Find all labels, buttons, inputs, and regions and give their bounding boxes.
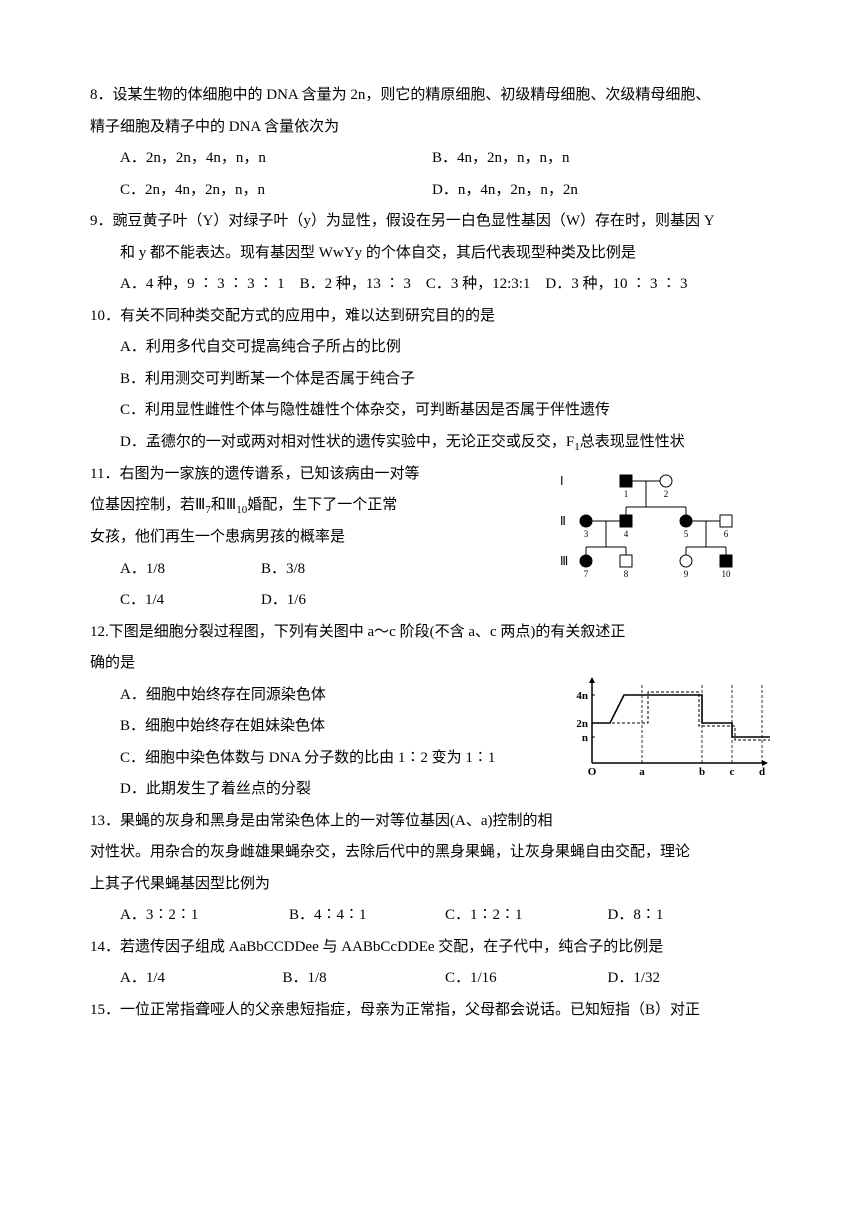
q13-opt-d: D．8∶1 <box>608 900 771 932</box>
svg-text:7: 7 <box>584 569 589 579</box>
q10-opt-d-b: 总表现显性性状 <box>580 434 685 450</box>
q11-opt-a: A．1/8 <box>120 554 261 586</box>
question-14: 14．若遗传因子组成 AaBbCCDDee 与 AABbCcDDEe 交配，在子… <box>90 932 770 995</box>
q14-stem: 14．若遗传因子组成 AaBbCCDDee 与 AABbCcDDEe 交配，在子… <box>90 932 770 964</box>
q8-stem-1: 8．设某生物的体细胞中的 DNA 含量为 2n，则它的精原细胞、初级精母细胞、次… <box>90 80 770 112</box>
svg-text:2: 2 <box>664 489 669 499</box>
q13-opt-b: B．4∶4∶1 <box>289 900 445 932</box>
pedigree-diagram: Ⅰ Ⅱ Ⅲ 1 2 3 4 5 6 7 8 9 10 <box>560 463 760 583</box>
q13-stem-1: 13．果蝇的灰身和黑身是由常染色体上的一对等位基因(A、a)控制的相 <box>90 806 770 838</box>
q13-stem-3: 上其子代果蝇基因型比例为 <box>90 869 770 901</box>
svg-text:O: O <box>588 766 597 775</box>
svg-text:d: d <box>759 766 765 775</box>
q11-stem-1: 11．右图为一家族的遗传谱系，已知该病由一对等 <box>90 459 512 491</box>
q11-opt-c: C．1/4 <box>120 585 261 617</box>
q13-opt-c: C．1∶2∶1 <box>445 900 608 932</box>
q11-stem-2c: 婚配，生下了一个正常 <box>247 497 397 513</box>
svg-text:2n: 2n <box>576 718 588 730</box>
q8-stem-2: 精子细胞及精子中的 DNA 含量依次为 <box>90 112 770 144</box>
q8-opt-c: C．2n，4n，2n，n，n <box>120 175 432 207</box>
q12-opt-d: D．此期发生了着丝点的分裂 <box>90 774 770 806</box>
q10-opt-a: A．利用多代自交可提高纯合子所占的比例 <box>90 332 770 364</box>
svg-text:4: 4 <box>624 529 629 539</box>
q11-opts-row1: A．1/8 B．3/8 <box>90 554 512 586</box>
question-8: 8．设某生物的体细胞中的 DNA 含量为 2n，则它的精原细胞、初级精母细胞、次… <box>90 80 770 206</box>
q8-opts-row2: C．2n，4n，2n，n，n D．n，4n，2n，n，2n <box>90 175 770 207</box>
q13-opts: A．3∶2∶1 B．4∶4∶1 C．1∶2∶1 D．8∶1 <box>90 900 770 932</box>
q10-opt-b: B．利用测交可判断某一个体是否属于纯合子 <box>90 364 770 396</box>
svg-text:1: 1 <box>624 489 629 499</box>
q11-stem-2b: 和Ⅲ <box>211 497 236 513</box>
q14-opt-c: C．1/16 <box>445 963 608 995</box>
q10-opt-d: D．孟德尔的一对或两对相对性状的遗传实验中，无论正交或反交，F1总表现显性性状 <box>90 427 770 459</box>
svg-text:3: 3 <box>584 529 589 539</box>
q9-stem-2: 和 y 都不能表达。现有基因型 WwYy 的个体自交，其后代表现型种类及比例是 <box>90 238 770 270</box>
q15-stem: 15．一位正常指聋哑人的父亲患短指症，母亲为正常指，父母都会说话。已知短指（B）… <box>90 995 770 1027</box>
q8-opts-row1: A．2n，2n，4n，n，n B．4n，2n，n，n，n <box>90 143 770 175</box>
q14-opts: A．1/4 B．1/8 C．1/16 D．1/32 <box>90 963 770 995</box>
division-chart: 4n 2n n Oa b c d <box>570 675 770 775</box>
svg-text:5: 5 <box>684 529 689 539</box>
question-10: 10．有关不同种类交配方式的应用中，难以达到研究目的的是 A．利用多代自交可提高… <box>90 301 770 459</box>
svg-text:c: c <box>730 766 735 775</box>
svg-text:Ⅰ: Ⅰ <box>560 474 564 488</box>
q8-opt-a: A．2n，2n，4n，n，n <box>120 143 432 175</box>
svg-text:8: 8 <box>624 569 629 579</box>
q9-stem-1: 9．豌豆黄子叶（Y）对绿子叶（y）为显性，假设在另一白色显性基因（W）存在时，则… <box>90 206 770 238</box>
q11-opt-b: B．3/8 <box>261 554 305 586</box>
q8-opt-d: D．n，4n，2n，n，2n <box>432 175 578 207</box>
q11-opts-row2: C．1/4 D．1/6 <box>90 585 512 617</box>
question-13: 13．果蝇的灰身和黑身是由常染色体上的一对等位基因(A、a)控制的相 对性状。用… <box>90 806 770 932</box>
q10-opt-d-a: D．孟德尔的一对或两对相对性状的遗传实验中，无论正交或反交，F <box>120 434 574 450</box>
svg-text:Ⅱ: Ⅱ <box>560 514 566 528</box>
q8-opt-b: B．4n，2n，n，n，n <box>432 143 570 175</box>
q13-opt-a: A．3∶2∶1 <box>120 900 289 932</box>
q14-opt-d: D．1/32 <box>608 963 771 995</box>
question-11: 11．右图为一家族的遗传谱系，已知该病由一对等 位基因控制，若Ⅲ7和Ⅲ10婚配，… <box>90 459 770 617</box>
q11-opt-d: D．1/6 <box>261 585 306 617</box>
question-12: 12.下图是细胞分裂过程图，下列有关图中 a～c 阶段(不含 a、c 两点)的有… <box>90 617 770 806</box>
q11-sub-10: 10 <box>236 504 247 516</box>
q10-stem: 10．有关不同种类交配方式的应用中，难以达到研究目的的是 <box>90 301 770 333</box>
question-9: 9．豌豆黄子叶（Y）对绿子叶（y）为显性，假设在另一白色显性基因（W）存在时，则… <box>90 206 770 301</box>
q11-stem-2a: 位基因控制，若Ⅲ <box>90 497 205 513</box>
svg-text:9: 9 <box>684 569 689 579</box>
question-15: 15．一位正常指聋哑人的父亲患短指症，母亲为正常指，父母都会说话。已知短指（B）… <box>90 995 770 1027</box>
svg-text:Ⅲ: Ⅲ <box>560 554 568 568</box>
svg-text:b: b <box>699 766 705 775</box>
q13-stem-2: 对性状。用杂合的灰身雌雄果蝇杂交，去除后代中的黑身果蝇，让灰身果蝇自由交配，理论 <box>90 837 770 869</box>
svg-text:4n: 4n <box>576 690 588 702</box>
svg-text:10: 10 <box>722 569 732 579</box>
q11-stem-2: 位基因控制，若Ⅲ7和Ⅲ10婚配，生下了一个正常 <box>90 490 512 522</box>
q9-opts: A．4 种，9 ∶ 3 ∶ 3 ∶ 1 B．2 种，13 ∶ 3 C．3 种，1… <box>90 269 770 301</box>
q14-opt-b: B．1/8 <box>283 963 446 995</box>
svg-text:n: n <box>582 732 588 744</box>
svg-text:6: 6 <box>724 529 729 539</box>
q10-opt-c: C．利用显性雌性个体与隐性雄性个体杂交，可判断基因是否属于伴性遗传 <box>90 395 770 427</box>
svg-text:a: a <box>639 766 645 775</box>
q11-stem-3: 女孩，他们再生一个患病男孩的概率是 <box>90 522 512 554</box>
q12-stem-1: 12.下图是细胞分裂过程图，下列有关图中 a～c 阶段(不含 a、c 两点)的有… <box>90 617 770 649</box>
q14-opt-a: A．1/4 <box>120 963 283 995</box>
